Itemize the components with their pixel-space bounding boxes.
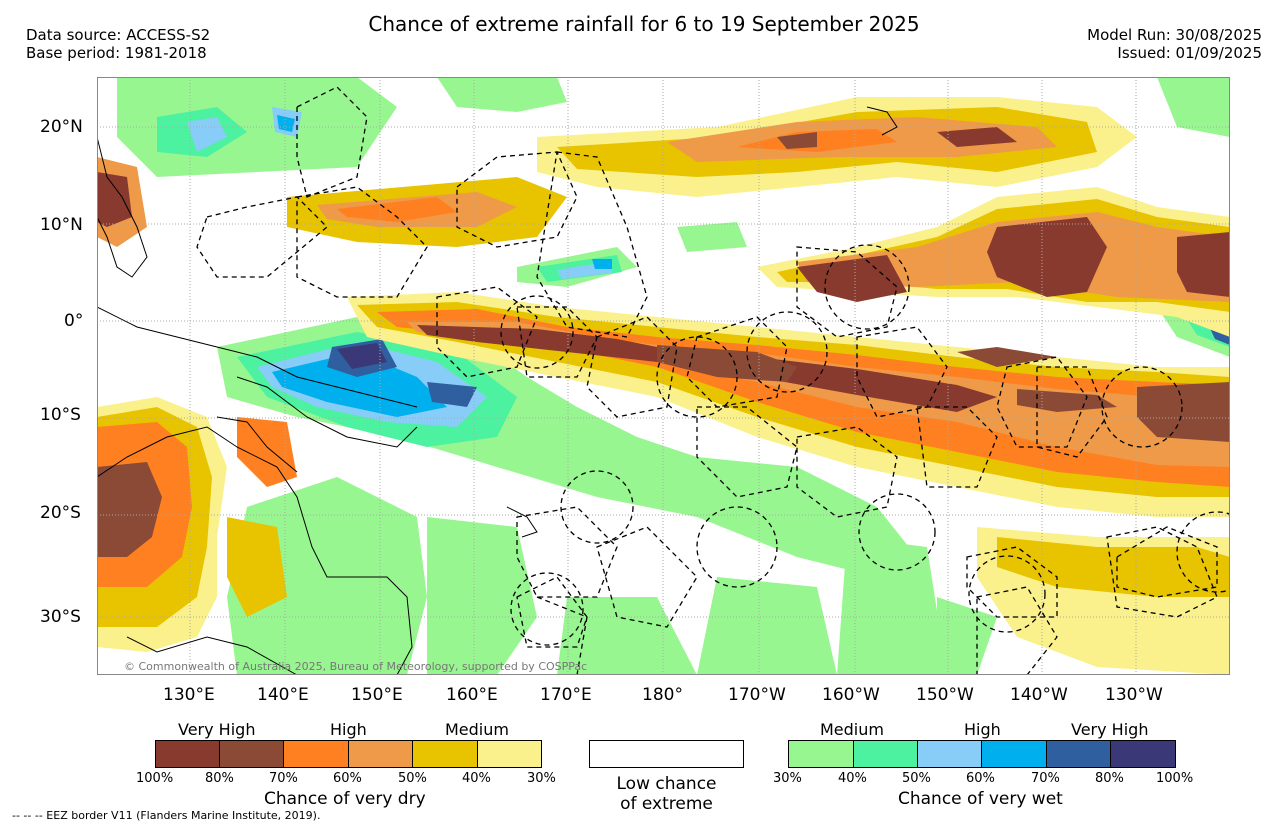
lat-label-20n: 20°N (40, 117, 83, 137)
dry-swatch-2 (220, 741, 284, 767)
copyright-notice: © Commonwealth of Australia 2025, Bureau… (124, 660, 588, 673)
dry-category-very-high: Very High (178, 720, 256, 739)
dry-colorbar (155, 740, 542, 768)
dry-tick-40: 40% (462, 771, 491, 786)
wet-swatch-6 (1111, 741, 1175, 767)
wet-swatch-5 (1047, 741, 1111, 767)
data-source-label: Data source: ACCESS-S2 (26, 26, 211, 44)
model-run-label: Model Run: 30/08/2025 (1087, 26, 1262, 44)
wet-tick-100: 100% (1156, 771, 1194, 786)
coastlines (97, 106, 898, 675)
wet-tick-40: 40% (838, 771, 867, 786)
dry-swatch-4 (349, 741, 413, 767)
dry-regions (97, 97, 1230, 675)
wet-tick-50: 50% (902, 771, 931, 786)
wet-category-medium: Medium (820, 720, 884, 739)
lon-label-140w: 140°W (1010, 685, 1068, 705)
lon-label-160e: 160°E (446, 685, 498, 705)
page-title: Chance of extreme rainfall for 6 to 19 S… (368, 12, 920, 36)
dry-swatch-6 (478, 741, 541, 767)
lat-label-0: 0° (64, 311, 84, 331)
lon-label-170w: 170°W (728, 685, 786, 705)
dry-tick-60: 60% (333, 771, 362, 786)
wet-category-high: High (964, 720, 1001, 739)
wet-swatch-3 (918, 741, 982, 767)
wet-category-very-high: Very High (1071, 720, 1149, 739)
lon-label-170e: 170°E (540, 685, 592, 705)
lat-label-20s: 20°S (40, 503, 81, 523)
rainfall-map (97, 77, 1230, 675)
issued-label: Issued: 01/09/2025 (1117, 44, 1262, 62)
dry-tick-50: 50% (398, 771, 427, 786)
lon-label-140e: 140°E (257, 685, 309, 705)
wet-tick-80: 80% (1095, 771, 1124, 786)
lat-label-10s: 10°S (40, 405, 81, 425)
lon-label-130w: 130°W (1105, 685, 1163, 705)
lon-label-150e: 150°E (351, 685, 403, 705)
dry-tick-100: 100% (136, 771, 174, 786)
wet-legend-caption: Chance of very wet (898, 789, 1063, 809)
dry-category-medium: Medium (445, 720, 509, 739)
lon-label-180: 180° (642, 685, 683, 705)
low-chance-caption-line1: Low chance (616, 774, 717, 794)
wet-swatch-2 (854, 741, 918, 767)
wet-swatch-4 (982, 741, 1047, 767)
lon-label-150w: 150°W (916, 685, 974, 705)
base-period-label: Base period: 1981-2018 (26, 44, 207, 62)
wet-tick-60: 60% (966, 771, 995, 786)
wet-colorbar (788, 740, 1176, 768)
wet-tick-30: 30% (773, 771, 802, 786)
dry-category-high: High (330, 720, 367, 739)
dry-swatch-3 (284, 741, 349, 767)
gridlines (97, 77, 1230, 675)
dry-swatch-5 (413, 741, 478, 767)
eez-borders (196, 86, 1230, 675)
dry-tick-80: 80% (205, 771, 234, 786)
wet-swatch-1 (789, 741, 854, 767)
dry-tick-70: 70% (269, 771, 298, 786)
wet-tick-70: 70% (1031, 771, 1060, 786)
lon-label-130e: 130°E (163, 685, 215, 705)
lat-label-10n: 10°N (40, 215, 83, 235)
dry-tick-30: 30% (527, 771, 556, 786)
eez-border-note: -- -- -- EEZ border V11 (Flanders Marine… (12, 809, 321, 822)
dry-swatch-1 (156, 741, 220, 767)
lon-label-160w: 160°W (822, 685, 880, 705)
wet-regions (117, 77, 1230, 675)
low-chance-swatch (589, 740, 744, 768)
lat-label-30s: 30°S (40, 607, 81, 627)
low-chance-caption-line2: of extreme (620, 794, 713, 814)
dry-legend-caption: Chance of very dry (264, 789, 426, 809)
